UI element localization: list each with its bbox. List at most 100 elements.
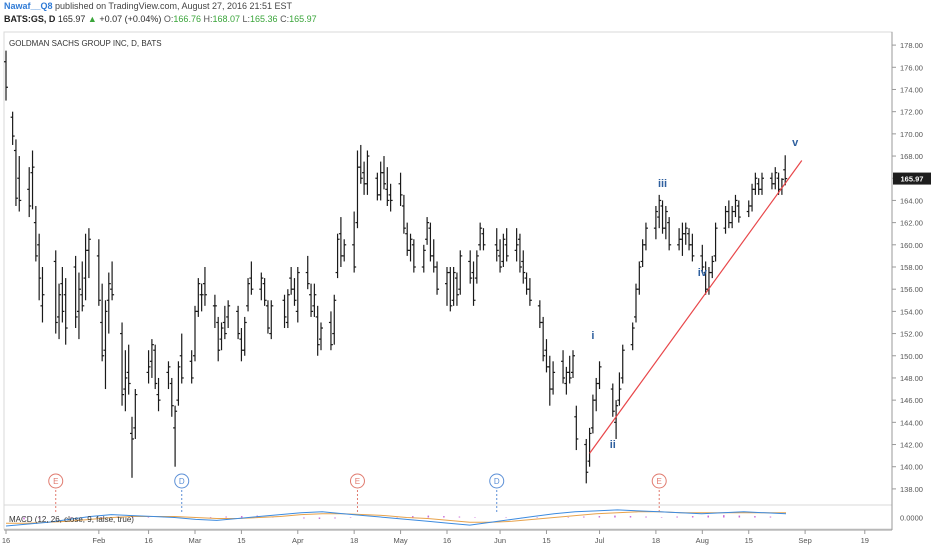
ohlc-bar <box>100 283 105 362</box>
chart-header: Nawaf__Q8 published on TradingView.com, … <box>4 0 924 30</box>
publish-info: published on TradingView.com, August 27,… <box>55 1 293 11</box>
ohlc-bar <box>730 205 735 229</box>
ohlc-bar <box>83 233 88 301</box>
price-change: +0.07 (+0.04%) <box>99 14 162 24</box>
ohlc-bar <box>226 300 231 329</box>
ohlc-bar <box>587 427 592 467</box>
ohlc-bar <box>355 150 360 229</box>
x-tick-label: 16 <box>144 536 152 545</box>
ohlc-bar <box>57 283 62 340</box>
y-tick-label: 168.00 <box>900 152 923 161</box>
macd-line <box>5 509 787 527</box>
ohlc-bar <box>468 250 473 284</box>
ohlc-bar <box>242 316 247 356</box>
wave-label-iii: iii <box>658 178 667 190</box>
ohlc-bar <box>723 205 728 234</box>
macd-pane: MACD (12, 26, close, 9, false, true) 0.00… <box>5 509 923 527</box>
y-tick-label: 178.00 <box>900 41 923 50</box>
ohlc-bar <box>358 144 363 184</box>
y-tick-label: 144.00 <box>900 418 923 427</box>
ohlc-bar <box>700 244 705 273</box>
macd-axis-label: 0.0000 <box>900 514 923 523</box>
macd-title: MACD (12, 26, close, 9, false, true) <box>9 515 134 524</box>
x-tick-label: 15 <box>542 536 550 545</box>
ohlc-bar <box>126 344 131 395</box>
ohlc-bar <box>769 172 774 190</box>
ohlc-bar <box>637 261 642 295</box>
ohlc-bar <box>614 400 619 439</box>
ohlc-bar <box>319 322 323 351</box>
ohlc-bar <box>106 272 111 334</box>
ohlc-bar <box>282 294 287 329</box>
ohlc-bar <box>86 228 91 279</box>
ohlc-bar <box>219 322 224 351</box>
ohlc-bar <box>17 156 22 212</box>
y-tick-label: 172.00 <box>900 108 923 117</box>
ohlc-bar <box>149 339 154 378</box>
ohlc-bar <box>110 261 115 301</box>
ohlc-bar <box>27 167 32 218</box>
y-tick-label: 156.00 <box>900 285 923 294</box>
ohlc-bar <box>37 233 42 301</box>
ohlc-bar <box>289 267 294 295</box>
ohlc-bar <box>657 194 662 229</box>
ohlc-bar <box>40 267 45 323</box>
wave-label-ii: ii <box>610 439 616 451</box>
ohlc-bar <box>80 261 85 312</box>
y-tick-label: 176.00 <box>900 63 923 72</box>
close-value: 165.97 <box>289 14 317 24</box>
ohlc-line: BATS:GS, D 165.97 ▲ +0.07 (+0.04%) O:166… <box>4 13 924 26</box>
ohlc-bar <box>169 377 174 417</box>
ohlc-bar <box>521 250 526 284</box>
earnings-marker <box>48 473 64 489</box>
dividend-label: D <box>179 477 185 486</box>
y-tick-label: 148.00 <box>900 374 923 383</box>
high-label: H: <box>203 14 213 24</box>
ohlc-bar <box>726 200 731 229</box>
ohlc-bar <box>435 261 440 295</box>
close-label: C: <box>280 14 290 24</box>
ohlc-bar <box>640 239 645 267</box>
ohlc-bar <box>53 250 58 334</box>
ohlc-bar <box>262 278 267 306</box>
ohlc-bar <box>713 222 718 262</box>
y-tick-label: 142.00 <box>900 441 923 450</box>
x-tick-label: Sep <box>798 536 811 545</box>
ohlc-bar <box>610 383 615 417</box>
price-axis[interactable]: 178.00176.00174.00172.00170.00168.00166.… <box>892 41 923 494</box>
x-tick-label: 19 <box>861 536 869 545</box>
ohlc-bar <box>451 267 456 306</box>
y-tick-label: 150.00 <box>900 352 923 361</box>
publish-line: Nawaf__Q8 published on TradingView.com, … <box>4 0 924 13</box>
ohlc-bar <box>385 167 390 206</box>
ohlc-bar <box>551 361 556 395</box>
ohlc-bar <box>212 294 217 329</box>
ohlc-bar <box>750 183 755 212</box>
ohlc-bar <box>411 239 416 273</box>
ohlc-bar <box>773 167 778 190</box>
author-name[interactable]: Nawaf__Q8 <box>4 1 53 11</box>
ohlc-bar <box>295 267 300 323</box>
low-value: 165.36 <box>250 14 278 24</box>
y-tick-label: 170.00 <box>900 130 923 139</box>
ohlc-bar <box>454 272 459 306</box>
ohlc-bar <box>783 155 788 186</box>
ohlc-bar <box>292 278 297 306</box>
symbol-label[interactable]: BATS:GS, D <box>4 14 56 24</box>
ohlc-bar <box>537 300 542 329</box>
time-axis[interactable]: 16 Feb 16 Mar 15 Apr 18 May 16 Jun 15 Jul 18 Aug 15 Sep… <box>2 530 869 545</box>
y-tick-label: 138.00 <box>900 485 923 494</box>
wave-label-iv: iv <box>698 267 708 279</box>
ohlc-bar <box>246 278 251 312</box>
low-label: L: <box>242 14 251 24</box>
ohlc-bar <box>498 239 503 273</box>
ohlc-bar <box>312 283 317 317</box>
ohlc-bar <box>736 200 741 223</box>
ohlc-bar <box>448 267 453 312</box>
ohlc-bar <box>193 305 197 362</box>
ohlc-bar <box>259 272 264 301</box>
ohlc-bar <box>352 211 357 273</box>
wave-label-v: v <box>792 137 799 149</box>
